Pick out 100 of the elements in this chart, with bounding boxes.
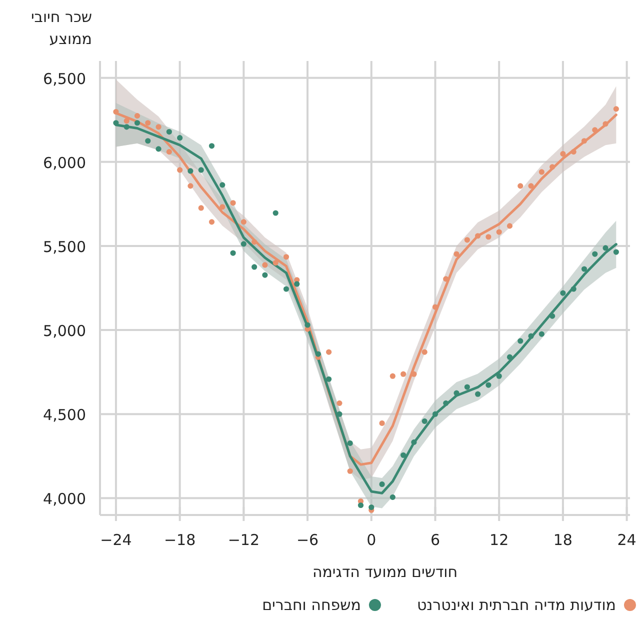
point bbox=[464, 237, 470, 243]
x-tick-label: −12 bbox=[228, 531, 260, 549]
point bbox=[454, 251, 460, 257]
point bbox=[581, 266, 588, 272]
point bbox=[315, 351, 321, 357]
point bbox=[156, 146, 162, 152]
point bbox=[411, 439, 417, 445]
point bbox=[230, 200, 236, 206]
point bbox=[422, 349, 428, 355]
point bbox=[390, 373, 396, 379]
point bbox=[475, 391, 481, 397]
point bbox=[400, 452, 406, 458]
point bbox=[240, 241, 246, 247]
point bbox=[198, 167, 204, 173]
point bbox=[252, 264, 258, 270]
point bbox=[602, 121, 608, 127]
point bbox=[188, 183, 194, 189]
point bbox=[560, 151, 566, 157]
point bbox=[486, 234, 492, 240]
y-tick-label: 4,000 bbox=[43, 490, 86, 508]
point bbox=[336, 400, 342, 406]
point bbox=[124, 118, 130, 124]
point bbox=[220, 182, 226, 188]
point bbox=[326, 376, 332, 382]
point bbox=[177, 135, 183, 141]
x-tick-label: −6 bbox=[296, 531, 319, 549]
point bbox=[454, 390, 460, 396]
point bbox=[294, 281, 300, 287]
point bbox=[592, 251, 598, 257]
point bbox=[156, 124, 162, 130]
point bbox=[581, 138, 588, 144]
x-axis-title: חודשים ממועד הדגימה bbox=[312, 563, 458, 581]
point bbox=[145, 138, 151, 144]
point bbox=[262, 272, 268, 278]
point bbox=[592, 127, 598, 133]
point bbox=[506, 223, 513, 229]
point bbox=[145, 120, 151, 126]
point bbox=[166, 149, 172, 155]
point bbox=[496, 373, 502, 379]
point bbox=[262, 262, 268, 268]
point bbox=[570, 286, 576, 292]
y-tick-label: 4,500 bbox=[43, 406, 86, 424]
y-tick-label: 5,000 bbox=[43, 322, 86, 340]
point bbox=[560, 290, 566, 296]
point bbox=[134, 113, 140, 119]
x-tick-label: 6 bbox=[430, 531, 440, 549]
x-tick-label: 0 bbox=[366, 531, 376, 549]
point bbox=[230, 250, 236, 256]
point bbox=[422, 418, 428, 424]
point bbox=[113, 108, 119, 115]
point bbox=[475, 233, 481, 239]
point bbox=[464, 384, 470, 390]
point bbox=[550, 313, 556, 319]
point bbox=[570, 149, 576, 155]
point bbox=[240, 219, 246, 225]
point bbox=[496, 229, 502, 235]
legend-label: מודעות מדיה חברתית ואינטרנט bbox=[416, 596, 616, 614]
point bbox=[528, 333, 534, 339]
point bbox=[188, 168, 194, 174]
point bbox=[220, 204, 226, 210]
y-tick-label: 6,000 bbox=[43, 154, 86, 172]
point bbox=[538, 331, 544, 337]
point bbox=[518, 338, 524, 344]
y-tick-label: 5,500 bbox=[43, 238, 86, 256]
point bbox=[304, 322, 310, 328]
point bbox=[358, 502, 364, 508]
point bbox=[283, 254, 290, 260]
y-tick-label: 6,500 bbox=[43, 70, 86, 88]
point bbox=[272, 260, 278, 266]
point bbox=[432, 411, 438, 417]
point bbox=[602, 245, 608, 251]
point bbox=[208, 219, 215, 225]
point bbox=[379, 481, 385, 488]
y-axis-title: שכר חיובי ממוצע bbox=[30, 8, 92, 48]
point bbox=[113, 120, 119, 126]
point bbox=[368, 504, 374, 510]
point bbox=[506, 354, 513, 360]
legend-label: משפחה וחברים bbox=[262, 596, 361, 614]
x-tick-label: 18 bbox=[553, 531, 572, 549]
point bbox=[208, 143, 215, 149]
point bbox=[379, 420, 385, 426]
point bbox=[347, 440, 353, 446]
point bbox=[347, 468, 353, 474]
point bbox=[124, 124, 130, 130]
x-tick-label: −24 bbox=[100, 531, 132, 549]
point bbox=[166, 128, 172, 135]
point bbox=[528, 183, 534, 189]
point bbox=[443, 400, 449, 406]
point bbox=[336, 411, 342, 417]
point bbox=[134, 120, 140, 126]
point bbox=[283, 286, 290, 292]
x-tick-label: 24 bbox=[617, 531, 636, 549]
point bbox=[390, 494, 396, 500]
x-tick-label: 12 bbox=[490, 531, 509, 549]
point bbox=[198, 205, 204, 211]
point bbox=[550, 164, 556, 170]
point bbox=[486, 382, 492, 388]
point bbox=[613, 249, 619, 255]
point bbox=[518, 183, 524, 189]
point bbox=[326, 349, 332, 355]
